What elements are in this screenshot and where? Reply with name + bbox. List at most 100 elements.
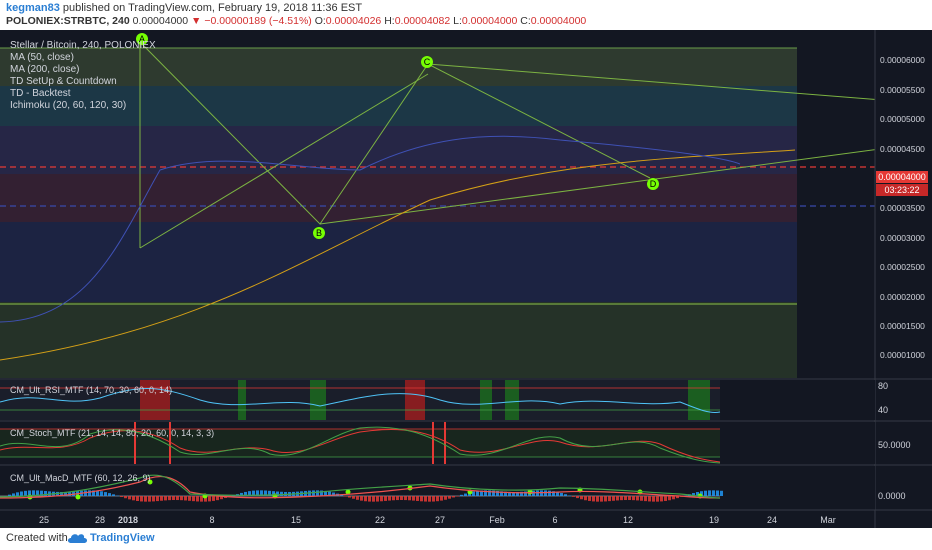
macd-bar (108, 493, 111, 496)
low-value: 0.00004000 (461, 15, 518, 27)
macd-bar (256, 490, 259, 496)
macd-bar (488, 490, 491, 496)
chart-area[interactable]: A B C D 0.00006000 0.00005500 0.00005000 0.… (0, 30, 932, 528)
zone-blue (0, 222, 797, 302)
macd-bar (268, 490, 271, 496)
macd-bar (368, 496, 371, 502)
x-tick-label: 19 (709, 515, 719, 525)
x-tick-label: Mar (820, 515, 836, 525)
legend-td-backtest[interactable]: TD - Backtest (10, 88, 71, 99)
macd-bar (240, 492, 243, 496)
macd-bar (444, 496, 447, 500)
pattern-label-c: C (424, 57, 431, 67)
macd-bar (60, 491, 63, 496)
macd-bar (136, 496, 139, 502)
y-tick-label: 0.00004500 (880, 144, 925, 154)
macd-bar (148, 496, 151, 502)
x-tick-label: 22 (375, 515, 385, 525)
macd-bar (628, 496, 631, 501)
macd-bar (420, 496, 423, 502)
macd-bar (720, 490, 723, 496)
macd-bar (568, 495, 571, 497)
macd-bar (128, 496, 131, 500)
macd-bar (504, 491, 507, 496)
macd-bar (392, 496, 395, 501)
resistance-trendline (427, 63, 932, 105)
countdown-tag: 03:23:22 (884, 185, 919, 195)
macd-bar (592, 496, 595, 502)
macd-bar (440, 496, 443, 501)
macd-bar (704, 490, 707, 496)
stoch-band (0, 429, 720, 457)
macd-bar (604, 496, 607, 502)
macd-bar (44, 491, 47, 496)
symbol-info: POLONIEX:STRBTC, 240 0.00004000 ▼ −0.000… (6, 15, 586, 27)
macd-bar (88, 490, 91, 496)
pattern-label-d: D (650, 179, 657, 189)
macd-bar (20, 491, 23, 496)
macd-bar (428, 496, 431, 502)
rsi-line (0, 387, 721, 413)
macd-bar (588, 496, 591, 501)
x-tick-label: 6 (552, 515, 557, 525)
x-tick-label: 25 (39, 515, 49, 525)
ichimoku-cloud-green (0, 48, 797, 86)
x-tick-label: 24 (767, 515, 777, 525)
macd-bar (68, 491, 71, 496)
macd-bar (664, 496, 667, 501)
macd-bar (640, 496, 643, 501)
x-tick-label: 2018 (118, 515, 138, 525)
symbol-label: POLONIEX:STRBTC, 240 (6, 15, 130, 27)
rsi-oversold-zone (238, 380, 246, 420)
tradingview-link[interactable]: TradingView (90, 532, 155, 544)
macd-bar (716, 490, 719, 496)
macd-bar (516, 491, 519, 496)
macd-bar (64, 491, 67, 496)
macd-bar (460, 494, 463, 496)
support-trendline (319, 141, 932, 225)
macd-bar (600, 496, 603, 502)
macd-bar (376, 496, 379, 502)
legend-ma50[interactable]: MA (50, close) (10, 52, 74, 63)
macd-label: CM_Ult_MacD_MTF (60, 12, 26, 9) (10, 473, 151, 483)
macd-bar (388, 496, 391, 501)
macd-bar (344, 496, 347, 497)
macd-bar (660, 496, 663, 502)
macd-bar (632, 496, 635, 501)
macd-bar (140, 496, 143, 502)
rsi-label: CM_Ult_RSI_MTF (14, 70, 30, 60, 0, 14) (10, 385, 172, 395)
macd-bar (480, 490, 483, 496)
chart-legend: Stellar / Bitcoin, 240, POLONIEX MA (50,… (10, 40, 156, 112)
legend-ma200[interactable]: MA (200, close) (10, 64, 80, 75)
macd-bar (580, 496, 583, 500)
macd-bar (372, 496, 375, 502)
macd-bar (636, 496, 639, 501)
macd-bar (668, 496, 671, 501)
rsi-overbought-zone (140, 380, 170, 420)
macd-bar (32, 490, 35, 496)
macd-bar (596, 496, 599, 502)
legend-ichimoku[interactable]: Ichimoku (20, 60, 120, 30) (10, 100, 127, 111)
legend-td[interactable]: TD SetUp & Countdown (10, 76, 117, 87)
macd-bar (684, 495, 687, 497)
macd-bar (96, 490, 99, 496)
macd-bar (448, 496, 451, 499)
macd-bar (116, 495, 119, 497)
macd-bar (164, 496, 167, 501)
macd-bar (16, 492, 19, 496)
footer: Created with TradingView (0, 528, 932, 550)
macd-bar (700, 491, 703, 496)
price-axis[interactable] (875, 30, 932, 528)
macd-bar (260, 490, 263, 496)
author-link[interactable]: kegman83 (6, 2, 60, 14)
stoch-tick: 50.0000 (878, 440, 911, 450)
ma200-line (0, 149, 796, 361)
y-tick-label: 0.00003500 (880, 203, 925, 213)
macd-bar (332, 492, 335, 496)
rsi-tick-80: 80 (878, 381, 888, 391)
macd-pane[interactable] (0, 466, 875, 510)
macd-cross-dot (75, 494, 81, 500)
chart-svg[interactable]: A B C D 0.000060000.000055000.000050000.… (0, 30, 932, 528)
pattern-marker-c (421, 56, 433, 68)
publish-info: published on TradingView.com, February 1… (59, 2, 363, 14)
